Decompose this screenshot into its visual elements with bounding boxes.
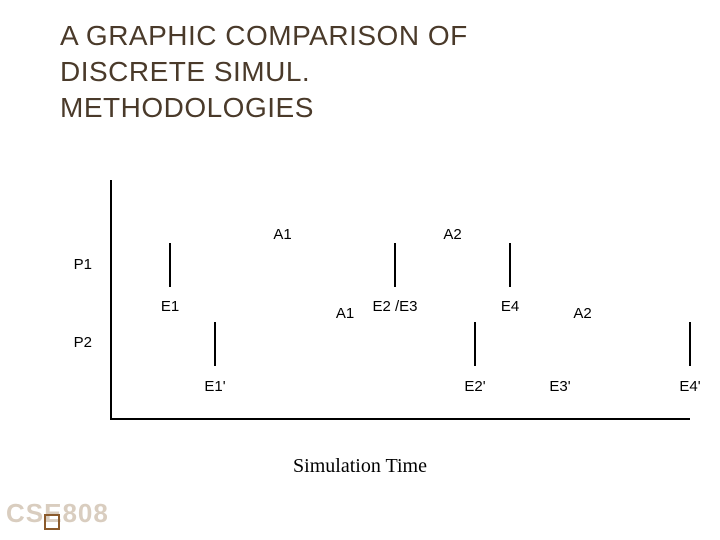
segment-label: A2	[573, 305, 591, 322]
segment-label: A1	[336, 305, 354, 322]
event-label: E2 /E3	[372, 298, 417, 315]
segment-label: A1	[273, 226, 291, 243]
event-label: E4'	[679, 378, 700, 395]
tick	[394, 243, 396, 287]
tick	[474, 322, 476, 366]
event-label: E2'	[464, 378, 485, 395]
tick	[509, 243, 511, 287]
segment-label: A2	[443, 226, 461, 243]
x-axis-title: Simulation Time	[293, 455, 427, 478]
axis-baseline	[110, 418, 690, 420]
event-label: E1	[161, 298, 179, 315]
tick	[169, 243, 171, 287]
accent-square-icon	[44, 514, 60, 530]
tick	[689, 322, 691, 366]
event-label: E3'	[549, 378, 570, 395]
event-label: E4	[501, 298, 519, 315]
axis-vertical	[110, 180, 112, 420]
slide-title: A GRAPHIC COMPARISON OF DISCRETE SIMUL. …	[60, 18, 468, 126]
event-label: E1'	[204, 378, 225, 395]
tick	[214, 322, 216, 366]
row-label-p1: P1	[52, 256, 92, 273]
row-label-p2: P2	[52, 334, 92, 351]
